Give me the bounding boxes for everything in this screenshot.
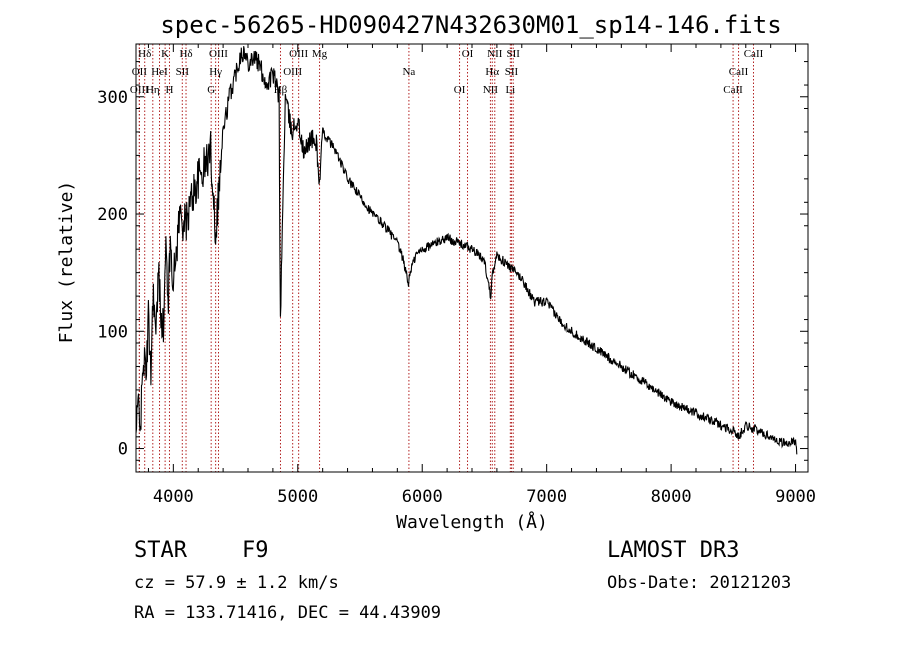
line-label: H xyxy=(165,84,173,96)
line-label: HeI xyxy=(151,66,168,78)
x-tick-label: 8000 xyxy=(651,487,692,507)
x-tick-label: 7000 xyxy=(526,487,567,507)
line-label: SII xyxy=(176,66,190,78)
chart-title: spec-56265-HD090427N432630M01_sp14-146.f… xyxy=(160,11,781,39)
line-label: SII xyxy=(505,66,519,78)
line-label: G xyxy=(207,84,215,96)
y-tick-label: 100 xyxy=(97,322,128,342)
line-label: Na xyxy=(402,66,415,78)
line-label: OI xyxy=(462,48,474,60)
line-label: Li xyxy=(505,84,515,96)
x-axis: 4000 5000 6000 7000 8000 9000 xyxy=(147,44,816,507)
x-tick-label: 4000 xyxy=(153,487,194,507)
line-label: OIII xyxy=(209,48,228,60)
object-class: STAR xyxy=(134,538,187,563)
line-label: OIII xyxy=(283,66,302,78)
line-markers xyxy=(138,44,754,472)
line-labels: HδOIIOIIIKHeIHηHδSIIHOIIIHγGOIIIOIIIHβMg… xyxy=(130,48,764,96)
line-label: Hα xyxy=(485,66,499,78)
line-label: CaII xyxy=(723,84,743,96)
y-axis-label: Flux (relative) xyxy=(56,181,77,344)
line-label: Hδ xyxy=(138,48,151,60)
y-tick-label: 0 xyxy=(118,440,128,460)
line-label: SII xyxy=(506,48,520,60)
line-label: Hη xyxy=(146,84,160,96)
x-tick-label: 6000 xyxy=(402,487,443,507)
line-label: OIII xyxy=(289,48,308,60)
y-axis: 0 100 200 300 xyxy=(97,61,808,461)
line-label: OIII xyxy=(130,84,149,96)
object-subclass: F9 xyxy=(242,538,269,563)
line-label: K xyxy=(161,48,169,60)
obs-date-text: Obs-Date: 20121203 xyxy=(607,573,792,593)
line-label: Hγ xyxy=(209,66,222,78)
coordinates-text: RA = 133.71416, DEC = 44.43909 xyxy=(134,603,442,623)
x-axis-label: Wavelength (Å) xyxy=(396,511,548,533)
plot-frame xyxy=(135,43,809,473)
x-tick-label: 9000 xyxy=(775,487,816,507)
line-label: NII xyxy=(483,84,499,96)
line-label: OI xyxy=(454,84,466,96)
spectrum-line xyxy=(135,46,798,455)
line-label: CaII xyxy=(744,48,764,60)
survey-label: LAMOST DR3 xyxy=(607,538,740,563)
redshift-text: cz = 57.9 ± 1.2 km/s xyxy=(134,573,339,593)
y-tick-label: 200 xyxy=(97,205,128,225)
y-tick-label: 300 xyxy=(97,88,128,108)
x-tick-label: 5000 xyxy=(277,487,318,507)
line-label: OII xyxy=(132,66,148,78)
line-label: Mg xyxy=(312,48,328,60)
line-label: CaII xyxy=(729,66,749,78)
line-label: Hδ xyxy=(179,48,192,60)
line-label: NII xyxy=(487,48,503,60)
